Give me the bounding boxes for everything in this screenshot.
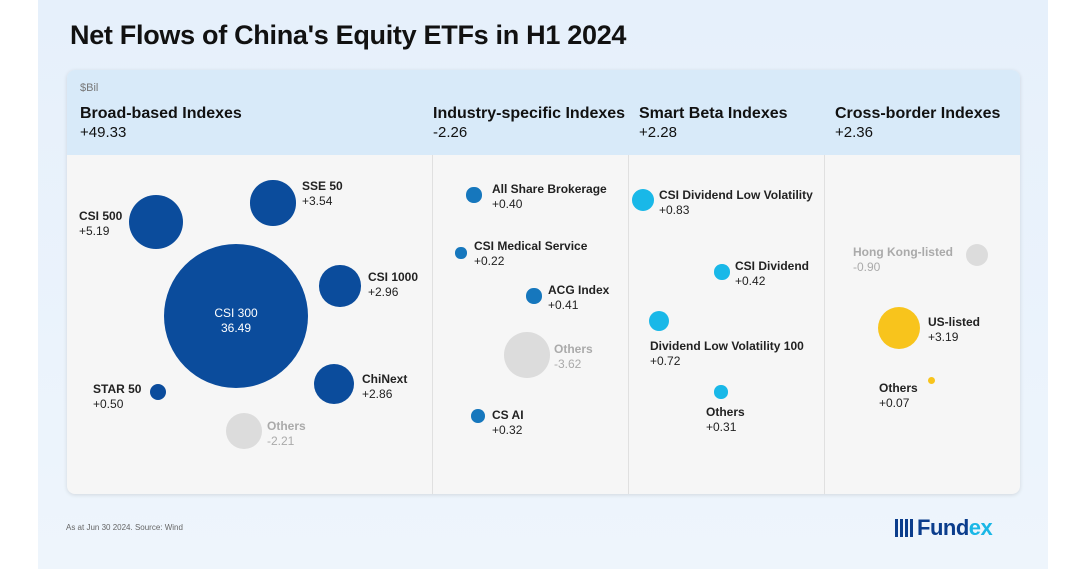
bubble-label: CSI Dividend +0.42 xyxy=(735,259,809,289)
bubble-value: +3.19 xyxy=(928,330,959,344)
bubble-star-50 xyxy=(149,383,167,401)
bubble-value: -3.62 xyxy=(554,357,582,371)
group-header-smart: Smart Beta Indexes +2.28 xyxy=(639,105,788,141)
bubble-value: -2.21 xyxy=(267,434,295,448)
bubble-label: CSI 300 36.49 xyxy=(214,306,257,336)
bubble-value: +0.83 xyxy=(659,203,690,217)
bubble-name: Others xyxy=(706,405,745,419)
bubble-csi-500 xyxy=(128,194,184,250)
bubble-value: +0.31 xyxy=(706,420,737,434)
bubble-chinext xyxy=(313,363,355,405)
bubble-value: -0.90 xyxy=(853,260,881,274)
bubble-name: Others xyxy=(267,419,306,433)
chart-title: Net Flows of China's Equity ETFs in H1 2… xyxy=(70,20,627,50)
bubble-name: Others xyxy=(879,381,918,395)
bubble-label: ChiNext +2.86 xyxy=(362,372,407,402)
bubble-label: STAR 50 +0.50 xyxy=(93,382,141,412)
bubble-us-listed xyxy=(877,306,921,350)
unit-label: $Bil xyxy=(80,82,99,94)
bubble-label: CSI 500 +5.19 xyxy=(79,209,122,239)
bubble-label: CSI Dividend Low Volatility +0.83 xyxy=(659,188,813,218)
bubble-acg-index xyxy=(526,288,542,304)
group-header-industry: Industry-specific Indexes -2.26 xyxy=(433,105,626,141)
bubble-label: US-listed +3.19 xyxy=(928,315,980,345)
bubble-name: STAR 50 xyxy=(93,382,142,396)
header-band: $Bil Broad-based Indexes +49.33 Industry-… xyxy=(67,70,1020,155)
group-header-broad: Broad-based Indexes +49.33 xyxy=(80,105,242,141)
bubble-csi-1000 xyxy=(319,265,361,307)
bubble-name: Dividend Low Volatility 100 xyxy=(650,339,804,353)
bubble-csi-300 xyxy=(163,243,309,389)
bubble-label: SSE 50 +3.54 xyxy=(302,179,343,209)
bubble-name: All Share Brokerage xyxy=(492,182,607,196)
bubble-value: 36.49 xyxy=(220,321,252,335)
bubble-name: CSI 1000 xyxy=(368,270,419,284)
bubble-label: CS AI +0.32 xyxy=(492,408,524,438)
bubble-name: CSI Dividend Low Volatility xyxy=(659,188,813,202)
bubble-value: +0.32 xyxy=(492,423,523,437)
bubble-all-share-brokerage xyxy=(466,187,482,203)
divider xyxy=(628,155,629,494)
bubble-name: CSI Dividend xyxy=(735,259,810,273)
bubble-others xyxy=(504,332,550,378)
bubble-others xyxy=(927,376,935,384)
bubble-dividend-low-volatility-100 xyxy=(648,310,670,332)
group-header-cross: Cross-border Indexes +2.36 xyxy=(835,105,1001,141)
bubble-csi-dividend-low-volatility xyxy=(632,189,654,211)
bubble-label: Others -2.21 xyxy=(267,419,306,449)
bubble-label: All Share Brokerage +0.40 xyxy=(492,182,607,212)
bubble-name: ChiNext xyxy=(362,372,408,386)
bubble-value: +0.40 xyxy=(492,197,523,211)
bubble-csi-medical-service xyxy=(455,247,467,259)
bubble-value: +0.42 xyxy=(735,274,766,288)
bubble-name: US-listed xyxy=(928,315,981,329)
bubble-cs-ai xyxy=(471,409,485,423)
bubble-label: ACG Index +0.41 xyxy=(548,283,609,313)
divider xyxy=(432,155,433,494)
bubble-label: Dividend Low Volatility 100 +0.72 xyxy=(650,339,804,369)
bubble-value: +0.41 xyxy=(548,298,579,312)
bubble-value: +0.50 xyxy=(93,397,124,411)
divider xyxy=(824,155,825,494)
bubble-value: +2.86 xyxy=(362,387,393,401)
bubble-value: +5.19 xyxy=(79,224,110,238)
bubble-others xyxy=(226,413,262,449)
bubble-sse-50 xyxy=(250,180,296,226)
bubble-name: CSI Medical Service xyxy=(474,239,588,253)
bubble-label: Hong Kong-listed -0.90 xyxy=(853,245,953,275)
bubble-name: CSI 300 xyxy=(214,306,258,320)
bubble-value: +3.54 xyxy=(302,194,333,208)
bubble-label: CSI 1000 +2.96 xyxy=(368,270,418,300)
bubble-label: Others +0.31 xyxy=(706,405,745,435)
bubble-value: +2.96 xyxy=(368,285,399,299)
bubble-value: +0.72 xyxy=(650,354,681,368)
chart-card: $Bil Broad-based Indexes +49.33 Industry-… xyxy=(67,70,1020,494)
bubble-name: CS AI xyxy=(492,408,524,422)
bubble-name: ACG Index xyxy=(548,283,610,297)
bubble-label: Others -3.62 xyxy=(554,342,593,372)
bubble-name: CSI 500 xyxy=(79,209,123,223)
fundex-logo: Fundex xyxy=(895,515,993,541)
footnote: As at Jun 30 2024. Source: Wind xyxy=(66,523,183,532)
bubble-value: +0.07 xyxy=(879,396,910,410)
bubble-value: +0.22 xyxy=(474,254,505,268)
bubble-name: Hong Kong-listed xyxy=(853,245,953,259)
bubble-others xyxy=(714,385,728,399)
bubble-label: CSI Medical Service +0.22 xyxy=(474,239,587,269)
bubble-hong-kong-listed xyxy=(965,243,989,267)
bubble-csi-dividend xyxy=(714,264,730,280)
bubble-name: Others xyxy=(554,342,593,356)
bubble-name: SSE 50 xyxy=(302,179,343,193)
bubble-label: Others +0.07 xyxy=(879,381,918,411)
